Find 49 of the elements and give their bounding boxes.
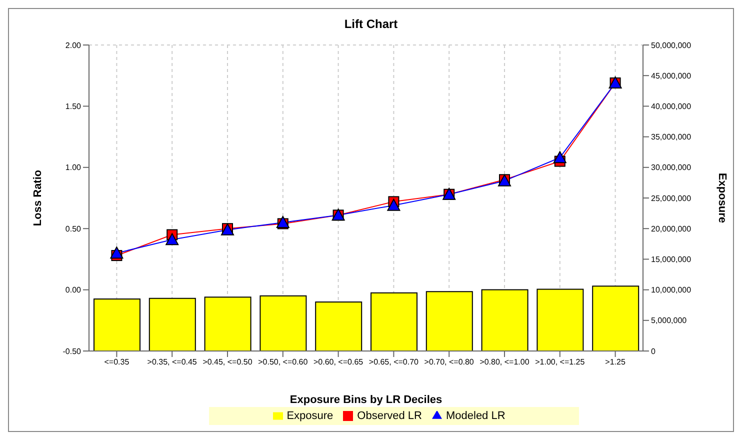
bar bbox=[426, 291, 473, 351]
x-tick-label: >0.45, <=0.50 bbox=[202, 358, 253, 367]
x-tick-label: >0.50, <=0.60 bbox=[258, 358, 308, 367]
y2-tick-label: 45,000,000 bbox=[651, 71, 692, 80]
y2-axis-title: Exposure bbox=[716, 172, 728, 224]
point bbox=[166, 233, 179, 246]
x-tick-label: >0.35, <=0.45 bbox=[147, 358, 198, 367]
bar bbox=[370, 292, 418, 351]
x-tick-label: >0.60, <=0.65 bbox=[313, 358, 364, 367]
point bbox=[276, 216, 290, 228]
x-tick-label: >0.65, <=0.70 bbox=[368, 358, 420, 367]
y2-tick-label: 35,000,000 bbox=[651, 132, 692, 142]
legend-label: Exposure bbox=[286, 410, 334, 422]
bar bbox=[148, 298, 196, 351]
y2-tick-label: 50,000,000 bbox=[651, 40, 692, 50]
bar bbox=[204, 296, 252, 351]
point bbox=[110, 246, 124, 259]
y2-tick-label: 15,000,000 bbox=[651, 255, 692, 264]
x-axis-title: Exposure Bins by LR Deciles bbox=[290, 394, 442, 406]
bar bbox=[481, 289, 528, 351]
bar bbox=[260, 295, 307, 351]
y2-tick-label: 5,000,000 bbox=[651, 316, 688, 326]
x-tick-label: >0.80, <=1.00 bbox=[480, 358, 530, 367]
x-tick-label: <=0.35 bbox=[104, 358, 130, 367]
y2-tick-label: 10,000,000 bbox=[651, 286, 692, 295]
point bbox=[387, 198, 400, 211]
y-tick-label: 0.00 bbox=[65, 286, 82, 295]
chart-title: Lift Chart bbox=[343, 16, 399, 33]
bar bbox=[592, 286, 640, 351]
x-tick-label: >0.70, <=0.80 bbox=[424, 358, 474, 367]
y2-tick-label: 0 bbox=[651, 346, 656, 356]
point bbox=[553, 151, 566, 164]
y-axis-title: Loss Ratio bbox=[32, 170, 44, 226]
y2-tick-label: 30,000,000 bbox=[651, 163, 692, 172]
y2-tick-label: 25,000,000 bbox=[651, 194, 692, 203]
y-tick-label: -0.50 bbox=[62, 346, 82, 356]
bar bbox=[94, 298, 140, 351]
x-tick-label: >1.25 bbox=[605, 358, 626, 367]
y-tick-label: 1.00 bbox=[65, 163, 82, 172]
legend-label: Observed LR bbox=[357, 410, 422, 422]
y2-tick-label: 20,000,000 bbox=[651, 224, 692, 234]
y-tick-label: 1.50 bbox=[65, 102, 82, 112]
bar bbox=[536, 288, 584, 351]
x-tick-label: >1.00, <=1.25 bbox=[535, 358, 586, 367]
bar bbox=[315, 302, 362, 351]
y-tick-label: 2.00 bbox=[65, 40, 82, 50]
legend-label: Modeled LR bbox=[446, 410, 506, 422]
y2-tick-label: 40,000,000 bbox=[651, 102, 692, 112]
y-tick-label: 0.50 bbox=[65, 224, 82, 234]
